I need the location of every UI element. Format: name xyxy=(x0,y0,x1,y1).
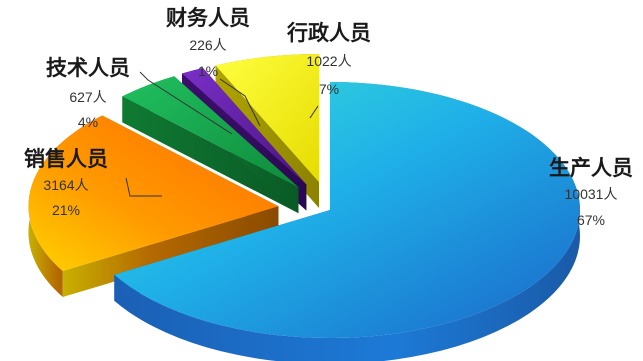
slice-tech xyxy=(122,76,299,188)
slice-finance xyxy=(182,67,307,185)
label-production-name: 生产人员 xyxy=(549,156,633,180)
label-admin-name: 行政人员 xyxy=(286,21,371,45)
leader-line-finance xyxy=(219,78,261,127)
leader-line-sales xyxy=(125,177,162,197)
label-finance-name: 财务人员 xyxy=(166,6,250,30)
leader-line-tech xyxy=(139,71,233,135)
label-sales-value: 3164人 xyxy=(43,177,88,193)
slice-sales xyxy=(28,115,279,272)
label-production-value: 10031人 xyxy=(565,186,618,202)
label-tech-percent: 4% xyxy=(78,114,98,130)
slice-admin xyxy=(215,54,320,183)
label-production-percent: 67% xyxy=(577,212,605,228)
label-admin-percent: 7% xyxy=(319,81,339,97)
leader-line-admin xyxy=(309,105,319,119)
label-sales-name: 销售人员 xyxy=(24,147,108,171)
slice-production xyxy=(114,82,580,338)
slice-tech-wall-start xyxy=(122,96,299,214)
label-admin-value: 1022人 xyxy=(306,53,351,69)
label-finance-percent: 1% xyxy=(198,63,218,79)
label-tech-name: 技术人员 xyxy=(46,56,130,80)
label-sales-percent: 21% xyxy=(52,202,80,218)
label-finance-value: 226人 xyxy=(189,37,226,53)
label-tech-value: 627人 xyxy=(69,89,106,105)
